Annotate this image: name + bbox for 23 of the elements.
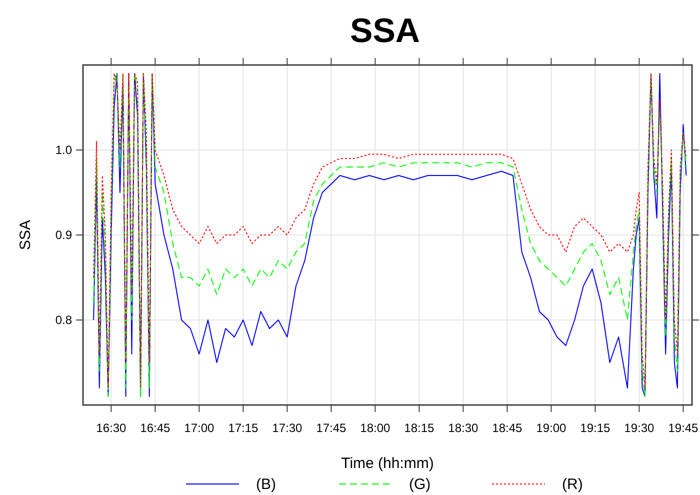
x-tick-label: 19:45 xyxy=(668,421,699,435)
x-tick-label: 17:30 xyxy=(272,421,303,435)
y-tick-label: 0.9 xyxy=(55,228,72,242)
x-tick-label: 18:15 xyxy=(404,421,435,435)
x-axis-title: Time (hh:mm) xyxy=(341,455,434,472)
x-tick-label: 17:15 xyxy=(228,421,259,435)
x-tick-label: 16:30 xyxy=(96,421,126,435)
y-tick-label: 1.0 xyxy=(55,143,72,157)
legend-label: (B) xyxy=(256,476,276,493)
x-tick-label: 17:00 xyxy=(184,421,215,435)
y-tick-label: 0.8 xyxy=(55,313,72,327)
x-tick-label: 18:30 xyxy=(448,421,479,435)
x-tick-label: 18:45 xyxy=(492,421,523,435)
x-tick-label: 19:00 xyxy=(536,421,567,435)
x-tick-label: 18:00 xyxy=(360,421,391,435)
y-axis-title: SSA xyxy=(17,220,34,250)
legend-label: (R) xyxy=(562,476,583,493)
chart-title: SSA xyxy=(350,12,420,50)
x-tick-label: 19:30 xyxy=(624,421,655,435)
x-tick-label: 19:15 xyxy=(580,421,611,435)
x-tick-label: 16:45 xyxy=(140,421,171,435)
x-tick-label: 17:45 xyxy=(316,421,347,435)
legend-label: (G) xyxy=(409,476,431,493)
